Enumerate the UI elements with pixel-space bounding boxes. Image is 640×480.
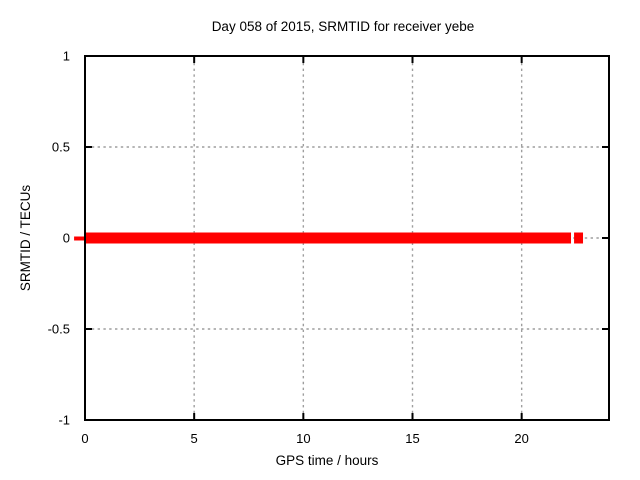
- y-tick-label: 1: [63, 49, 70, 64]
- series-segment: [85, 232, 572, 244]
- plot-border: [84, 55, 610, 421]
- x-tick-label: 5: [191, 431, 198, 446]
- series-segment: [574, 232, 584, 244]
- series-layer: [74, 232, 584, 244]
- x-axis-label: GPS time / hours: [276, 453, 379, 468]
- y-axis-label: SRMTID / TECUs: [18, 185, 33, 292]
- chart-title: Day 058 of 2015, SRMTID for receiver yeb…: [212, 19, 475, 34]
- x-tick-label: 20: [514, 431, 528, 446]
- y-tick-label: -0.5: [48, 322, 70, 337]
- x-tick-label: 10: [296, 431, 310, 446]
- y-tick-label: 0.5: [52, 140, 70, 155]
- series-left-cap: [74, 236, 85, 241]
- y-tick-label: 0: [63, 231, 70, 246]
- x-tick-label: 15: [405, 431, 419, 446]
- y-tick-label: -1: [58, 413, 70, 428]
- tick-label-layer: 0 5 10 15 20 -1 -0.5 0 0.5 1: [48, 49, 529, 447]
- x-tick-label: 0: [81, 431, 88, 446]
